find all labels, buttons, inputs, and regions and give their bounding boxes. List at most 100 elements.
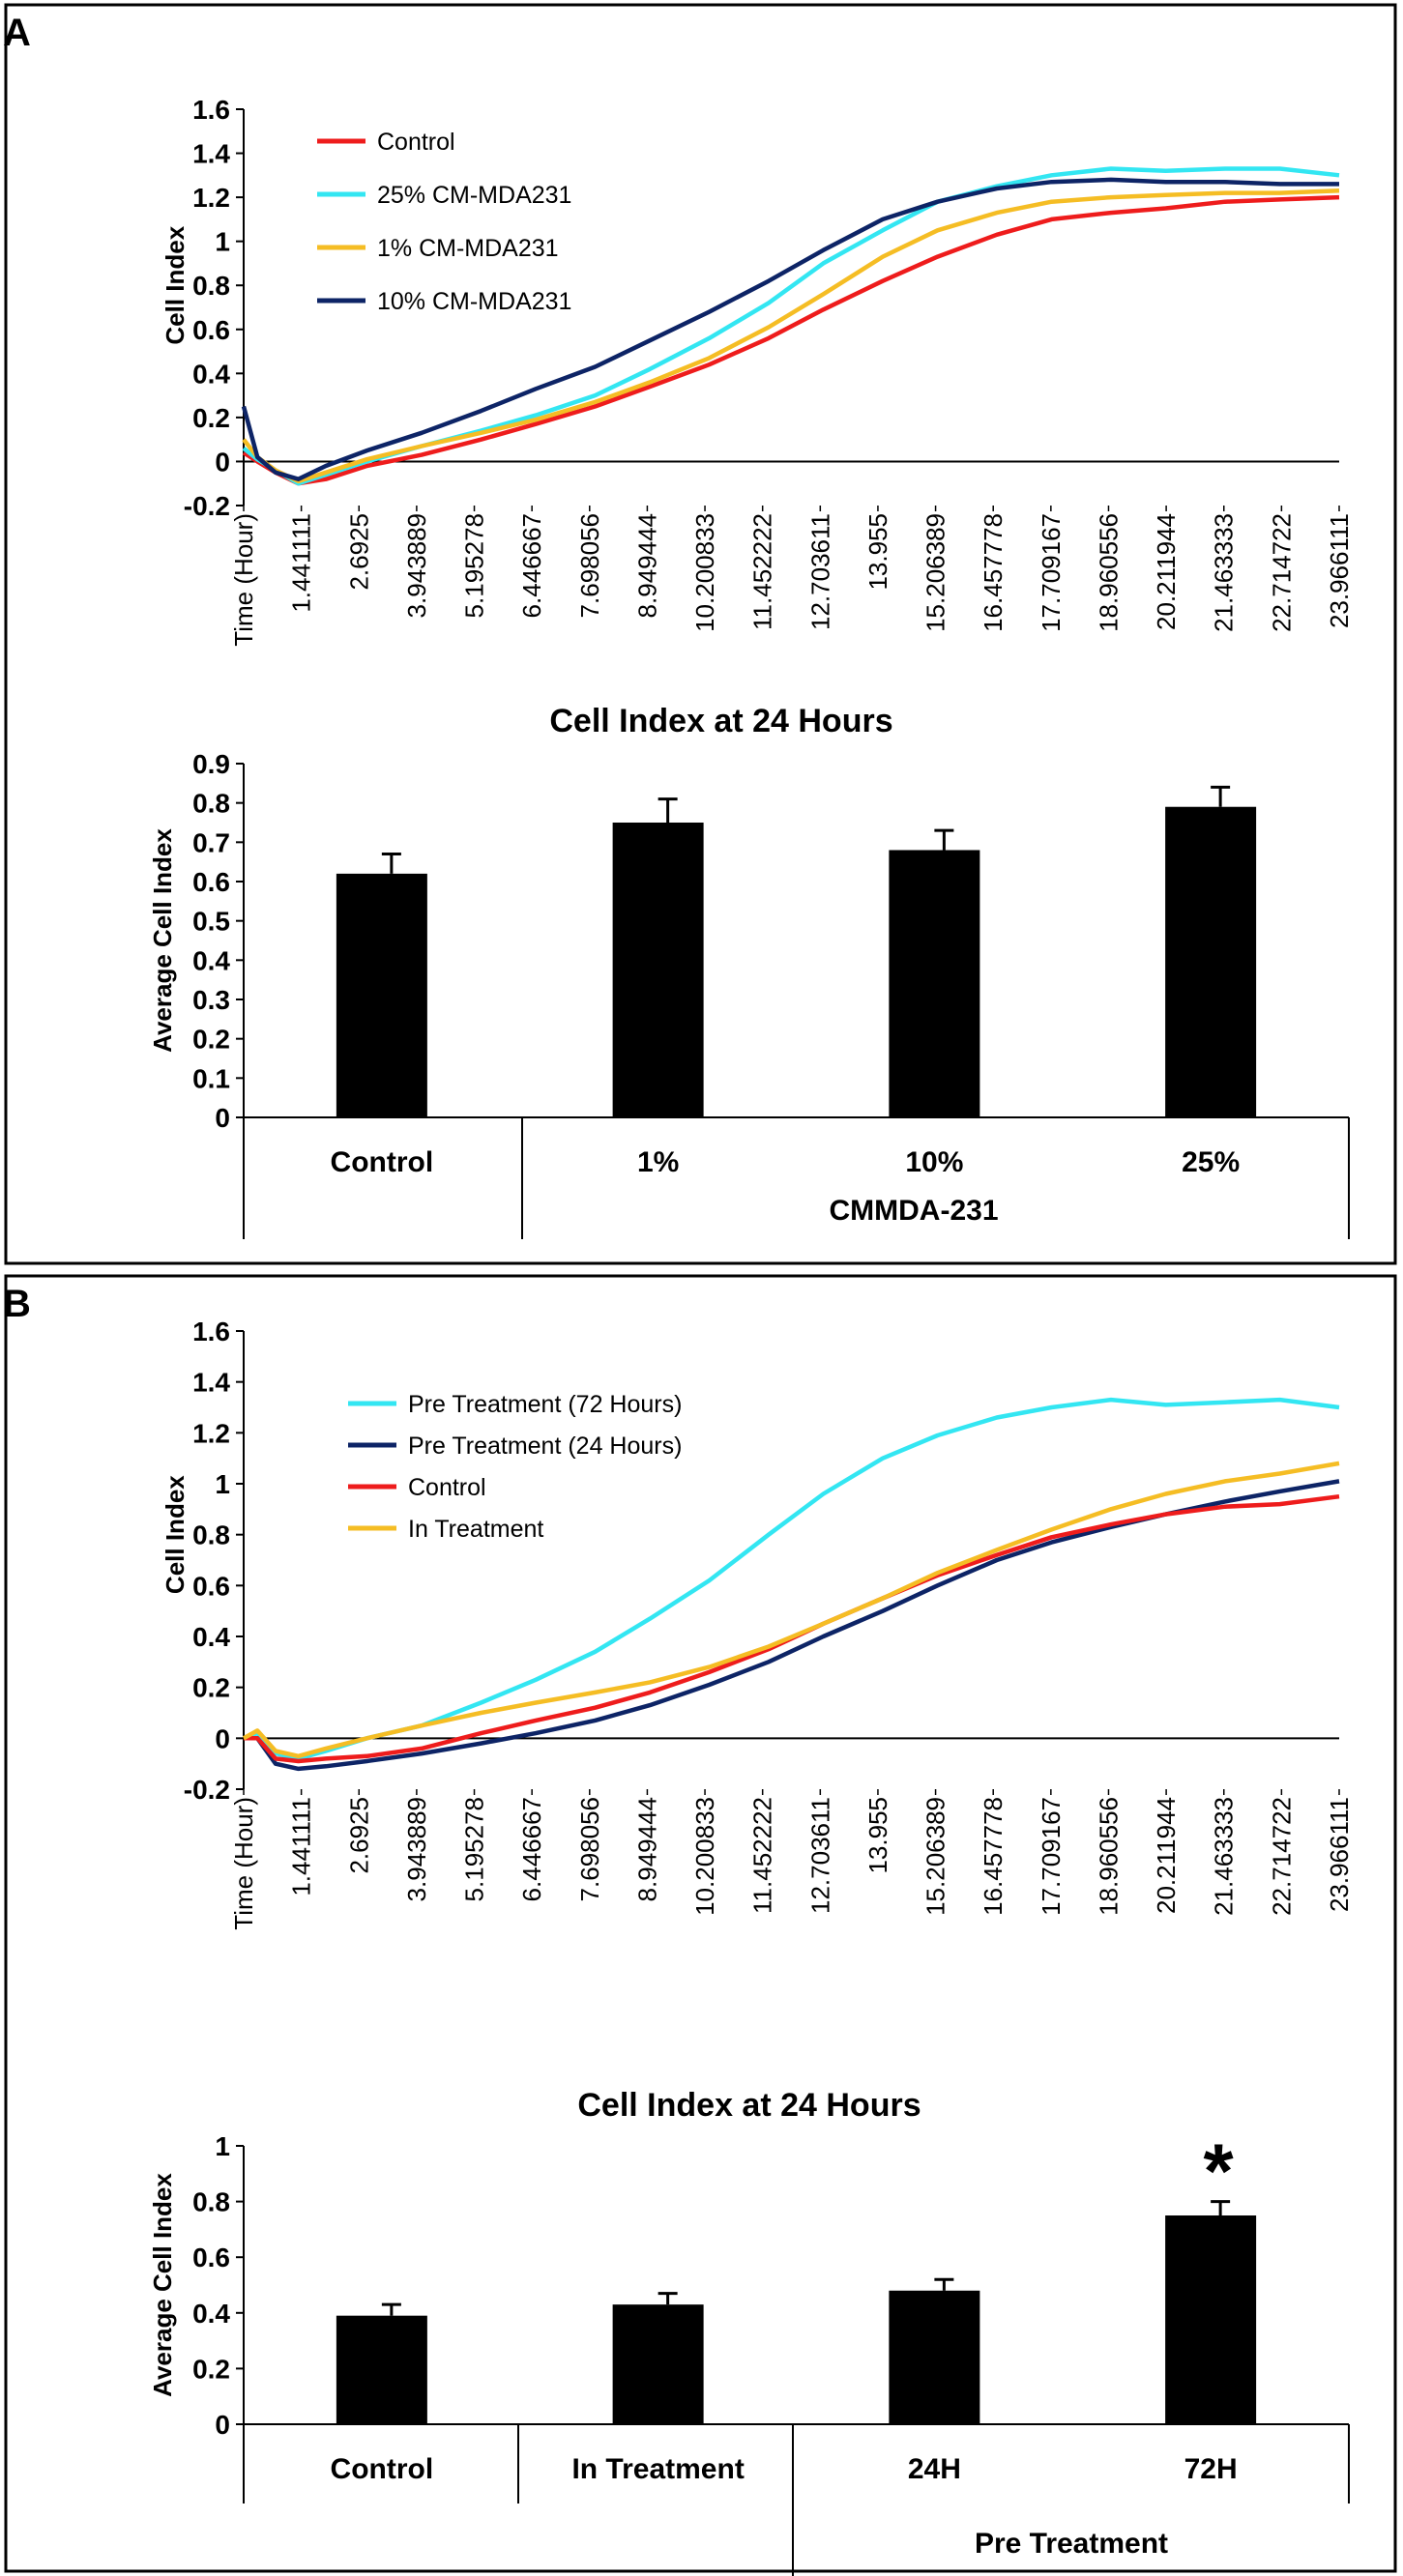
y-tick-label: 0.2: [192, 1025, 230, 1055]
x-tick-label: 22.714722: [1267, 1797, 1296, 1916]
bar: [889, 850, 980, 1117]
x-tick-label: 21.463333: [1210, 513, 1239, 632]
y-tick-label: 1.2: [192, 1418, 230, 1448]
y-tick-label: 0.2: [192, 2354, 230, 2384]
bar: [336, 873, 427, 1117]
x-tick-label: 15.206389: [921, 513, 950, 632]
panel-b-letter: B: [3, 1283, 31, 1325]
bar: [612, 2304, 704, 2424]
y-tick-label: 0.2: [192, 1673, 230, 1703]
x-tick-label: Time (Hour): [229, 1797, 258, 1930]
category-label: 25%: [1182, 1146, 1240, 1178]
x-tick-label: 8.949444: [632, 1797, 661, 1901]
x-tick-label: 2.6925: [344, 1797, 373, 1874]
series-line-1-cm-mda231: [242, 188, 1340, 484]
bar: [1165, 806, 1257, 1117]
x-tick-label: 13.955: [863, 513, 892, 591]
legend-label: 25% CM-MDA231: [377, 182, 571, 209]
x-tick-label: 18.960556: [1094, 1797, 1123, 1916]
x-tick-label: 11.452222: [748, 1797, 777, 1914]
y-tick-label: 0: [215, 1103, 230, 1133]
x-tick-label: 8.949444: [632, 513, 661, 618]
y-tick-label: 0.6: [192, 2243, 230, 2272]
series-line-in-treatment: [242, 1461, 1340, 1759]
panel-b: B 1.6 1.4 1.2 1 0.8 0.6 0.4 0.2 0 -0.2 Cell Index T…: [3, 1274, 1397, 2576]
legend-label: Control: [377, 129, 455, 156]
bar: [336, 2315, 427, 2424]
x-tick-label: 5.195278: [460, 1797, 489, 1901]
panel-a: A 1.6 1.4 1.2 1 0.8 0.6 0.4 0.2 0 -0.2 Cell Index T…: [3, 3, 1397, 1265]
y-tick-label: 0.4: [192, 945, 230, 975]
x-tick-label: Time (Hour): [229, 513, 258, 647]
series-line-pre-treatment-72-hours-: [243, 1397, 1340, 1761]
y-tick-label: 1: [215, 2131, 230, 2161]
y-tick-label: -0.2: [184, 1775, 230, 1805]
y-tick-label: 1: [215, 1469, 230, 1499]
category-label: In Treatment: [571, 2453, 744, 2485]
x-tick-label: 13.955: [863, 1797, 892, 1874]
x-tick-label: 16.457778: [979, 513, 1008, 632]
y-tick-label: 0.4: [192, 2299, 230, 2329]
x-tick-label: 10.200833: [690, 1797, 719, 1916]
series-line-control: [242, 194, 1340, 486]
legend-label: 1% CM-MDA231: [377, 235, 559, 262]
y-axis-title: Cell Index: [161, 1475, 190, 1594]
y-tick-label: 1.4: [192, 139, 230, 169]
category-label: 24H: [908, 2453, 961, 2485]
y-tick-label: 0.3: [192, 985, 230, 1015]
group-label: CMMDA-231: [829, 1195, 998, 1227]
y-tick-label: 1.2: [192, 183, 230, 213]
x-tick-label: 2.6925: [344, 513, 373, 591]
legend-label: 10% CM-MDA231: [377, 288, 571, 315]
y-tick-label: 1: [215, 227, 230, 257]
category-label: 1%: [637, 1146, 679, 1178]
legend-label: In Treatment: [408, 1516, 543, 1543]
y-tick-label: 0.5: [192, 907, 230, 937]
x-tick-label: 3.943889: [402, 1797, 431, 1901]
x-tick-label: 20.211944: [1152, 513, 1181, 630]
significance-star: *: [1204, 2128, 1235, 2214]
y-tick-label: -0.2: [184, 491, 230, 521]
line-chart-b: 1.6 1.4 1.2 1 0.8 0.6 0.4 0.2 0 -0.2 Cell Index Tim…: [161, 1317, 1354, 1930]
bar: [1165, 2215, 1257, 2424]
y-tick-label: 0.8: [192, 1520, 230, 1550]
x-tick-label: 18.960556: [1094, 513, 1123, 632]
category-label: 10%: [905, 1146, 963, 1178]
category-label: Control: [331, 1146, 434, 1178]
x-tick-label: 23.966111: [1325, 513, 1354, 628]
x-tick-label: 3.943889: [402, 513, 431, 618]
y-axis-title: Average Cell Index: [148, 2173, 177, 2397]
x-tick-label: 12.703611: [805, 513, 834, 630]
y-tick-label: 0.8: [192, 789, 230, 819]
y-axis-title: Average Cell Index: [148, 828, 177, 1053]
bar-chart-title: Cell Index at 24 Hours: [549, 703, 892, 739]
y-tick-label: 0.4: [192, 359, 230, 389]
x-tick-label: 11.452222: [748, 513, 777, 630]
x-tick-label: 5.195278: [460, 513, 489, 618]
y-tick-label: 1.6: [192, 1317, 230, 1346]
y-tick-label: 0: [215, 2410, 230, 2440]
y-axis-title: Cell Index: [161, 225, 190, 344]
x-tick-label: 17.709167: [1037, 1797, 1066, 1916]
x-tick-label: 12.703611: [805, 1797, 834, 1914]
x-tick-label: 1.441111: [287, 1797, 316, 1896]
x-tick-label: 7.698056: [575, 513, 604, 618]
y-tick-label: 0: [215, 1723, 230, 1753]
y-tick-label: 0.1: [192, 1063, 230, 1093]
y-tick-label: 0.7: [192, 827, 230, 857]
x-tick-label: 1.441111: [287, 513, 316, 613]
group-label: Pre Treatment: [975, 2528, 1168, 2560]
x-tick-label: 23.966111: [1325, 1797, 1354, 1912]
y-tick-label: 0: [215, 447, 230, 477]
x-tick-label: 22.714722: [1267, 513, 1296, 632]
x-tick-label: 6.446667: [517, 1797, 546, 1901]
y-tick-label: 1.4: [192, 1368, 230, 1398]
panel-a-letter: A: [3, 12, 31, 54]
series-line-control: [244, 1493, 1340, 1764]
category-label: Control: [331, 2453, 434, 2485]
bar: [889, 2290, 980, 2424]
bar-chart-b: Cell Index at 24 Hours 1 0.8 0.6 0.4 0.2 0 Aver…: [148, 2087, 1350, 2576]
x-tick-label: 21.463333: [1210, 1797, 1239, 1916]
legend-label: Pre Treatment (72 Hours): [408, 1391, 682, 1418]
x-tick-label: 6.446667: [517, 513, 546, 618]
